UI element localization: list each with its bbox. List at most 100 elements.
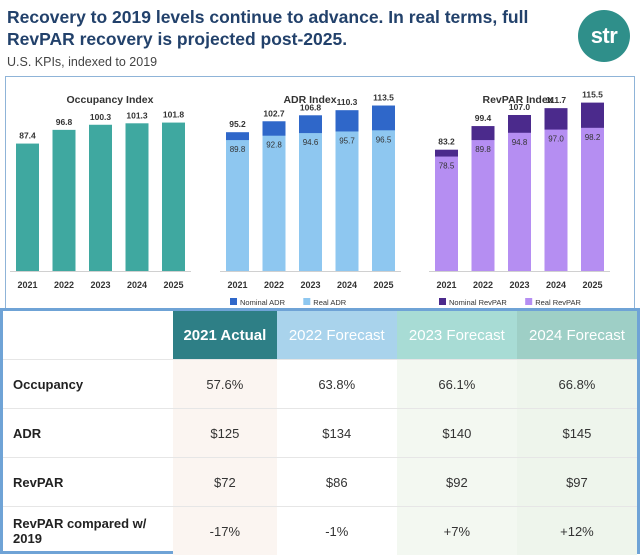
x-tick-label: 2021 — [17, 280, 37, 290]
header-2022-forecast: 2022 Forecast — [277, 311, 397, 360]
legend-label: Real ADR — [313, 298, 347, 307]
table-cell: $97 — [517, 458, 637, 507]
row-label: Occupancy — [3, 360, 173, 409]
data-label: 94.8 — [512, 138, 528, 147]
x-tick-label: 2021 — [436, 280, 456, 290]
bar — [162, 123, 185, 271]
data-label: 96.8 — [56, 117, 73, 127]
data-label: 106.8 — [300, 102, 322, 112]
data-label: 98.2 — [585, 133, 601, 142]
data-label: 113.5 — [373, 93, 394, 103]
real-bar — [226, 140, 249, 271]
x-tick-label: 2022 — [473, 280, 493, 290]
table-row-revpar: RevPAR $72 $86 $92 $97 — [3, 458, 637, 507]
data-label: 95.7 — [339, 136, 355, 145]
legend-label: Real RevPAR — [535, 298, 581, 307]
x-tick-label: 2023 — [90, 280, 110, 290]
legend-swatch — [439, 298, 446, 305]
table-cell: 63.8% — [277, 360, 397, 409]
table-row-revpar-vs-2019: RevPAR compared w/ 2019 -17% -1% +7% +12… — [3, 507, 637, 555]
header: Recovery to 2019 levels continue to adva… — [0, 0, 640, 76]
logo-text: str — [591, 23, 618, 49]
data-label: 78.5 — [439, 162, 455, 171]
x-tick-label: 2024 — [546, 280, 566, 290]
data-label: 102.7 — [263, 108, 285, 118]
table-cell: $145 — [517, 409, 637, 458]
x-tick-label: 2025 — [373, 280, 393, 290]
data-label: 96.5 — [376, 135, 392, 144]
data-label: 83.2 — [438, 137, 455, 147]
kpi-table: 2021 Actual 2022 Forecast 2023 Forecast … — [3, 311, 637, 555]
header-2023-forecast: 2023 Forecast — [397, 311, 517, 360]
real-bar — [336, 131, 359, 271]
data-label: 101.3 — [126, 110, 148, 120]
table-corner — [3, 311, 173, 360]
real-bar — [508, 133, 531, 271]
row-label: ADR — [3, 409, 173, 458]
legend-label: Nominal RevPAR — [449, 298, 507, 307]
data-label: 110.3 — [337, 97, 358, 107]
table-cell: 57.6% — [173, 360, 277, 409]
x-tick-label: 2024 — [337, 280, 357, 290]
table-cell: -1% — [277, 507, 397, 555]
x-tick-label: 2022 — [264, 280, 284, 290]
x-tick-label: 2023 — [509, 280, 529, 290]
data-label: 111.7 — [546, 95, 567, 105]
data-label: 95.2 — [229, 119, 246, 129]
real-bar — [263, 136, 286, 271]
x-tick-label: 2023 — [300, 280, 320, 290]
legend-swatch — [525, 298, 532, 305]
x-tick-label: 2021 — [227, 280, 247, 290]
table-row-occupancy: Occupancy 57.6% 63.8% 66.1% 66.8% — [3, 360, 637, 409]
data-label: 92.8 — [266, 141, 282, 150]
x-tick-label: 2022 — [54, 280, 74, 290]
data-label: 100.3 — [90, 112, 112, 122]
table-cell: $140 — [397, 409, 517, 458]
bar — [16, 144, 39, 271]
data-label: 107.0 — [509, 102, 531, 112]
header-2021-actual: 2021 Actual — [173, 311, 277, 360]
charts-svg: Occupancy Index 87.4 2021 96.8 2022 100.3 2023… — [0, 76, 640, 310]
real-bar — [435, 157, 458, 271]
table-row-adr: ADR $125 $134 $140 $145 — [3, 409, 637, 458]
legend-swatch — [303, 298, 310, 305]
data-label: 94.6 — [303, 138, 319, 147]
real-bar — [372, 130, 395, 271]
data-label: 89.8 — [230, 145, 246, 154]
data-label: 99.4 — [475, 113, 492, 123]
row-label: RevPAR compared w/ 2019 — [3, 507, 173, 555]
data-label: 89.8 — [475, 145, 491, 154]
bar — [89, 125, 112, 271]
table-cell: -17% — [173, 507, 277, 555]
real-bar — [299, 133, 322, 271]
table-cell: $72 — [173, 458, 277, 507]
real-bar — [581, 128, 604, 271]
bar — [126, 123, 149, 271]
bar — [53, 130, 76, 271]
table-cell: $92 — [397, 458, 517, 507]
table-cell: 66.8% — [517, 360, 637, 409]
x-tick-label: 2025 — [163, 280, 183, 290]
table-cell: +7% — [397, 507, 517, 555]
data-label: 97.0 — [548, 135, 564, 144]
table-cell: $86 — [277, 458, 397, 507]
page-subtitle: U.S. KPIs, indexed to 2019 — [7, 55, 157, 69]
legend-label: Nominal ADR — [240, 298, 286, 307]
x-tick-label: 2025 — [582, 280, 602, 290]
real-bar — [472, 140, 495, 271]
real-bar — [545, 130, 568, 271]
str-logo-icon: str — [578, 10, 630, 62]
data-label: 101.8 — [163, 110, 185, 120]
table-cell: $125 — [173, 409, 277, 458]
table-header-row: 2021 Actual 2022 Forecast 2023 Forecast … — [3, 311, 637, 360]
data-label: 115.5 — [582, 90, 603, 100]
x-tick-label: 2024 — [127, 280, 147, 290]
table-cell: +12% — [517, 507, 637, 555]
table-cell: 66.1% — [397, 360, 517, 409]
chart-title: Occupancy Index — [67, 94, 154, 106]
row-label: RevPAR — [3, 458, 173, 507]
page-title: Recovery to 2019 levels continue to adva… — [7, 6, 567, 50]
header-2024-forecast: 2024 Forecast — [517, 311, 637, 360]
data-label: 87.4 — [19, 131, 36, 141]
legend-swatch — [230, 298, 237, 305]
